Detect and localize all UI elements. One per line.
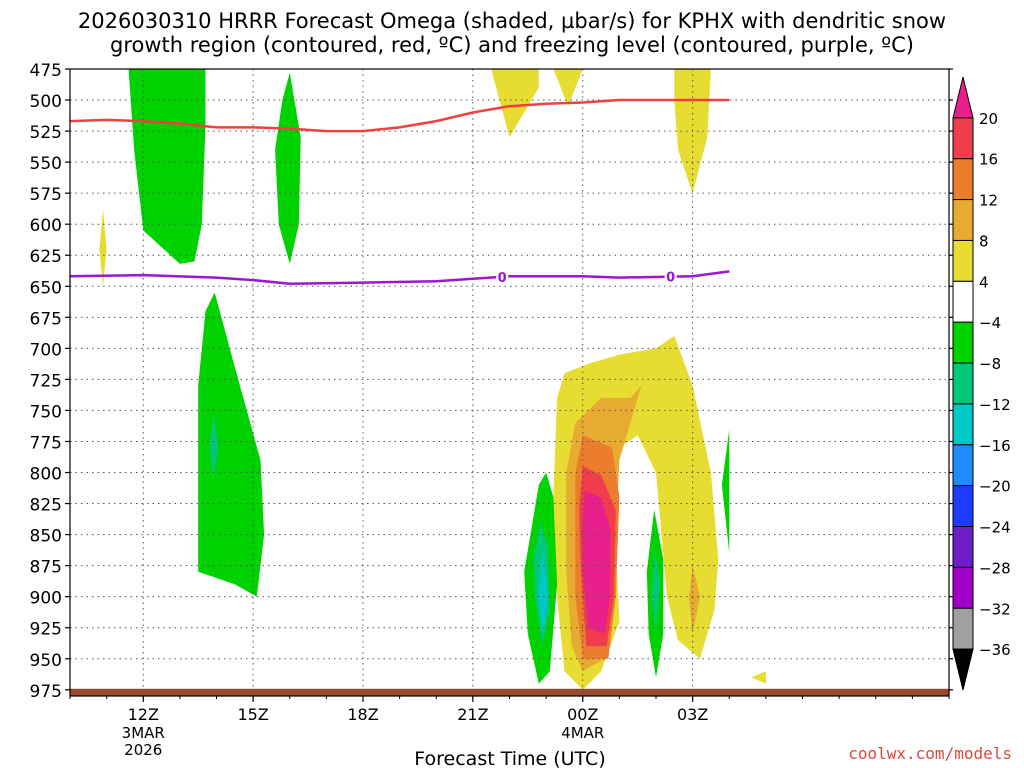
site-credit: coolwx.com/models [848, 744, 1012, 763]
y-tick-label-950: 950 [30, 651, 62, 671]
omega-region-4 [491, 69, 539, 138]
y-tick-label-600: 600 [30, 216, 62, 236]
y-tick-label-575: 575 [30, 185, 62, 205]
y-tick-label-750: 750 [30, 402, 62, 422]
x-tick-label-21Z: 21Z [457, 705, 488, 724]
y-tick-label-725: 725 [30, 371, 62, 391]
y-tick-label-650: 650 [30, 278, 62, 298]
colorbar-label-13: −36 [979, 641, 1011, 659]
omega-region-9 [751, 671, 766, 684]
colorbar-label-3: 8 [979, 232, 989, 250]
colorbar-bin-4 [952, 239, 974, 282]
colorbar-label-6: −8 [979, 355, 1001, 373]
omega-region-11 [689, 565, 700, 634]
colorbar-bin-0 [952, 76, 974, 119]
omega-region-3 [209, 412, 219, 479]
x-date-label-2026: 2026 [124, 741, 162, 759]
colorbar-bin-8 [952, 403, 974, 446]
y-tick-label-825: 825 [30, 496, 62, 516]
y-tick-label-475: 475 [30, 61, 62, 81]
colorbar-bin-10 [952, 485, 974, 528]
colorbar-label-4: 4 [979, 273, 989, 291]
title-line-2: growth region (contoured, red, ºC) and f… [110, 33, 914, 57]
colorbar-label-10: −24 [979, 519, 1011, 537]
colorbar-bin-14 [952, 648, 974, 691]
x-date-label-3MAR: 3MAR [122, 724, 165, 742]
colorbar-label-5: −4 [979, 314, 1001, 332]
colorbar-bin-9 [952, 444, 974, 487]
title-line-1: 2026030310 HRRR Forecast Omega (shaded, … [77, 9, 947, 33]
omega-region-19 [651, 547, 660, 634]
y-tick-label-550: 550 [30, 154, 62, 174]
colorbar-label-1: 16 [979, 151, 998, 169]
colorbar-label-2: 12 [979, 192, 998, 210]
gridlines [70, 69, 949, 696]
omega-region-0 [128, 69, 206, 264]
omega-region-17 [538, 547, 548, 634]
x-tick-label-00Z: 00Z [567, 705, 598, 724]
x-axis-label: Forecast Time (UTC) [414, 748, 605, 768]
omega-region-6 [553, 69, 583, 107]
omega-shading [70, 69, 949, 696]
x-tick-label-03Z: 03Z [677, 705, 708, 724]
y-tick-label-875: 875 [30, 558, 62, 578]
colorbar-bin-5 [952, 280, 974, 323]
x-date-label-4MAR: 4MAR [561, 724, 604, 742]
y-tick-label-800: 800 [30, 465, 62, 485]
dendritic-growth-contour [70, 98, 730, 133]
y-tick-label-525: 525 [30, 123, 62, 143]
freezing-level-label-0: 0 [498, 271, 507, 286]
omega-region-2 [198, 292, 265, 597]
x-tick-label-12Z: 12Z [128, 705, 159, 724]
y-tick-label-925: 925 [30, 620, 62, 640]
colorbar-bin-6 [952, 321, 974, 364]
freezing-label-bg-0 [496, 269, 509, 284]
axes: 475 500 525 550 575 600 625 650 675 700 725 750 775 8… [30, 61, 953, 759]
y-tick-label-850: 850 [30, 527, 62, 547]
y-tick-label-500: 500 [30, 92, 62, 112]
colorbar-bin-7 [952, 362, 974, 405]
colorbar-label-9: −20 [979, 478, 1011, 496]
y-tick-label-900: 900 [30, 589, 62, 609]
y-tick-label-775: 775 [30, 433, 62, 453]
colorbar-bin-3 [952, 199, 974, 241]
colorbar-bin-1 [952, 117, 974, 160]
omega-region-14 [582, 491, 611, 634]
colorbar-bin-11 [952, 526, 974, 568]
omega-region-1 [275, 72, 301, 264]
colorbar-label-7: −12 [979, 396, 1011, 414]
colorbar-bin-13 [952, 607, 974, 650]
colorbar-label-0: 20 [979, 110, 998, 128]
freezing-level-contour [70, 270, 730, 286]
y-tick-label-625: 625 [30, 247, 62, 267]
colorbar-bin-12 [952, 566, 974, 609]
colorbar: 20 16 12 8 4 −4 −8 −12 −16 −20 −24 −28 −32 −36 [952, 76, 1011, 691]
ground-surface [70, 688, 949, 696]
omega-region-5 [99, 209, 107, 287]
colorbar-bin-2 [952, 158, 974, 201]
y-tick-label-675: 675 [30, 309, 62, 329]
y-tick-label-700: 700 [30, 340, 62, 360]
omega-region-20 [721, 429, 730, 554]
freezing-label-bg-1 [664, 269, 677, 284]
x-tick-label-15Z: 15Z [237, 705, 268, 724]
y-tick-label-975: 975 [30, 682, 62, 702]
freezing-level-label-1: 0 [666, 271, 675, 286]
colorbar-label-11: −28 [979, 559, 1011, 577]
x-tick-label-18Z: 18Z [347, 705, 378, 724]
colorbar-label-8: −16 [979, 437, 1011, 455]
colorbar-label-12: −32 [979, 600, 1011, 618]
